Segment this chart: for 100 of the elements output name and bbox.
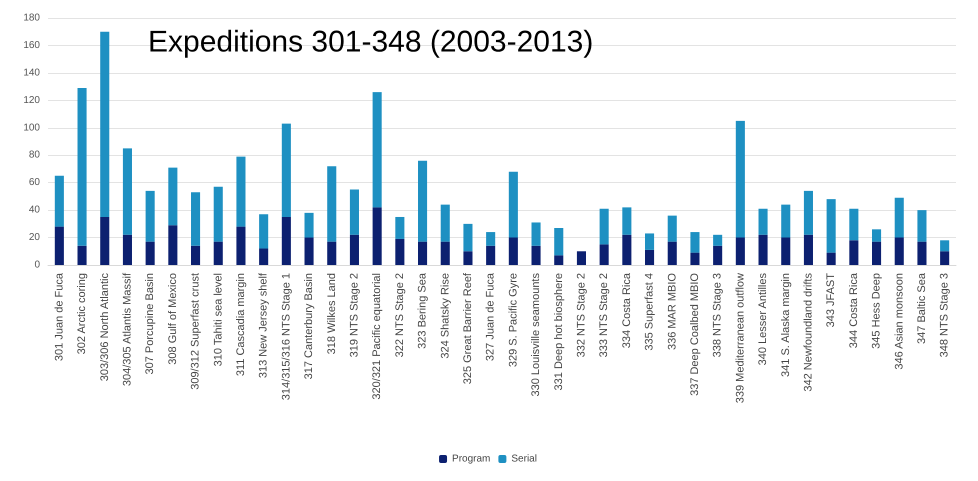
x-tick-label: 308 Gulf of Mexico xyxy=(166,273,179,365)
bar xyxy=(508,238,518,265)
bar xyxy=(690,232,700,253)
bar xyxy=(826,199,836,253)
bar xyxy=(282,216,291,265)
x-tick-label: 304/305 Atlantis Massif xyxy=(121,272,134,386)
x-tick-label: 327 Juan de Fuca xyxy=(484,272,497,362)
bar xyxy=(826,252,836,265)
bar xyxy=(54,176,64,227)
x-tick-label: 345 Hess Deep xyxy=(870,273,883,349)
bar xyxy=(304,212,314,238)
bar xyxy=(668,216,677,242)
bar xyxy=(600,208,609,244)
x-tick-label: 320/321 Pacific equatorial xyxy=(371,273,384,400)
x-tick-label: 337 Deep Coalbed MBIO xyxy=(688,272,701,396)
x-tick-label: 319 NTS Stage 2 xyxy=(348,273,360,358)
x-tick-label: 348 NTS Stage 3 xyxy=(938,273,951,358)
bar xyxy=(259,214,268,249)
bar xyxy=(440,242,450,265)
x-tick-label: 309/312 Superfast crust xyxy=(190,273,202,390)
bar xyxy=(146,242,155,265)
x-tick-label: 310 Tahiti sea level xyxy=(212,273,224,366)
bar xyxy=(78,88,87,246)
y-tick-label: 0 xyxy=(34,260,40,270)
bar xyxy=(214,242,223,265)
x-tick-label: 339 Mediterranean outflow xyxy=(734,272,746,404)
bar xyxy=(532,246,541,265)
x-tick-label: 332 NTS Stage 2 xyxy=(575,273,588,358)
bar xyxy=(576,251,586,265)
bar xyxy=(214,186,223,242)
bar xyxy=(191,246,200,265)
bar xyxy=(781,204,790,238)
y-tick-label: 40 xyxy=(28,204,40,216)
bar xyxy=(78,246,87,265)
bar xyxy=(804,190,813,235)
x-tick-label: 301 Juan de Fuca xyxy=(53,272,66,362)
x-tick-label: 341 S. Alaska margin xyxy=(780,273,792,377)
x-tick-label: 331 Deep hot biosphere xyxy=(552,273,565,390)
bar xyxy=(327,242,336,265)
bar xyxy=(736,238,745,265)
bar xyxy=(463,251,472,265)
legend-label: Serial xyxy=(511,454,537,464)
bar xyxy=(100,32,110,217)
bar xyxy=(350,234,359,265)
bar xyxy=(463,224,472,252)
bar xyxy=(872,242,882,265)
bar xyxy=(781,238,790,265)
y-tick-label: 60 xyxy=(28,177,40,188)
x-tick-label: 302 Arctic coring xyxy=(76,273,88,354)
y-tick-label: 100 xyxy=(23,122,40,134)
bar xyxy=(372,92,382,208)
bar xyxy=(872,229,882,242)
bar xyxy=(304,238,314,265)
x-tick-label: 322 NTS Stage 2 xyxy=(394,273,406,358)
bar xyxy=(758,208,768,235)
bar xyxy=(849,240,858,265)
bar xyxy=(486,232,496,246)
x-tick-label: 335 Superfast 4 xyxy=(644,273,656,351)
x-tick-label: 342 Newfoundland drifts xyxy=(802,272,814,392)
bar xyxy=(122,234,132,265)
bar xyxy=(418,242,428,265)
bar xyxy=(395,238,404,265)
bar xyxy=(327,166,336,242)
bar xyxy=(804,234,813,265)
y-tick-label: 120 xyxy=(23,94,40,106)
x-tick-label: 311 Cascadia margin xyxy=(234,273,247,376)
x-tick-label: 334 Costa Rica xyxy=(620,272,633,348)
bar xyxy=(622,207,632,235)
bar xyxy=(372,207,382,265)
bar xyxy=(894,238,904,265)
bar xyxy=(508,172,518,238)
bar xyxy=(668,242,677,265)
bar xyxy=(418,160,428,242)
bar xyxy=(713,234,722,246)
bar xyxy=(191,192,200,246)
y-tick-label: 20 xyxy=(28,232,40,244)
x-tick-label: 318 Wilkes Land xyxy=(326,273,338,354)
y-tick-label: 80 xyxy=(28,150,40,161)
bar xyxy=(940,240,950,252)
bar xyxy=(168,168,178,226)
bar xyxy=(713,246,722,265)
x-tick-label: 317 Canterbury Basin xyxy=(303,273,316,380)
x-tick-label: 336 MAR MBIO xyxy=(666,272,678,350)
chart-title: Expeditions 301-348 (2003-2013) xyxy=(148,26,594,58)
bar xyxy=(54,226,64,265)
bar xyxy=(690,252,700,265)
bar xyxy=(168,225,178,265)
x-tick-label: 307 Porcupine Basin xyxy=(144,273,156,375)
x-tick-label: 324 Shatsky Rise xyxy=(439,273,452,359)
bar xyxy=(486,246,496,265)
x-tick-label: 344 Costa Rica xyxy=(848,272,860,348)
x-tick-label: 314/315/316 NTS Stage 1 xyxy=(280,273,292,400)
bar xyxy=(282,124,291,217)
bar xyxy=(849,208,858,240)
x-tick-label: 313 New Jersey shelf xyxy=(258,272,270,378)
bar xyxy=(440,204,450,242)
bar xyxy=(940,251,950,265)
x-tick-label: 325 Great Barrier Reef xyxy=(462,272,474,384)
legend-label: Program xyxy=(452,454,490,464)
x-tick-label: 333 NTS Stage 2 xyxy=(598,273,610,358)
